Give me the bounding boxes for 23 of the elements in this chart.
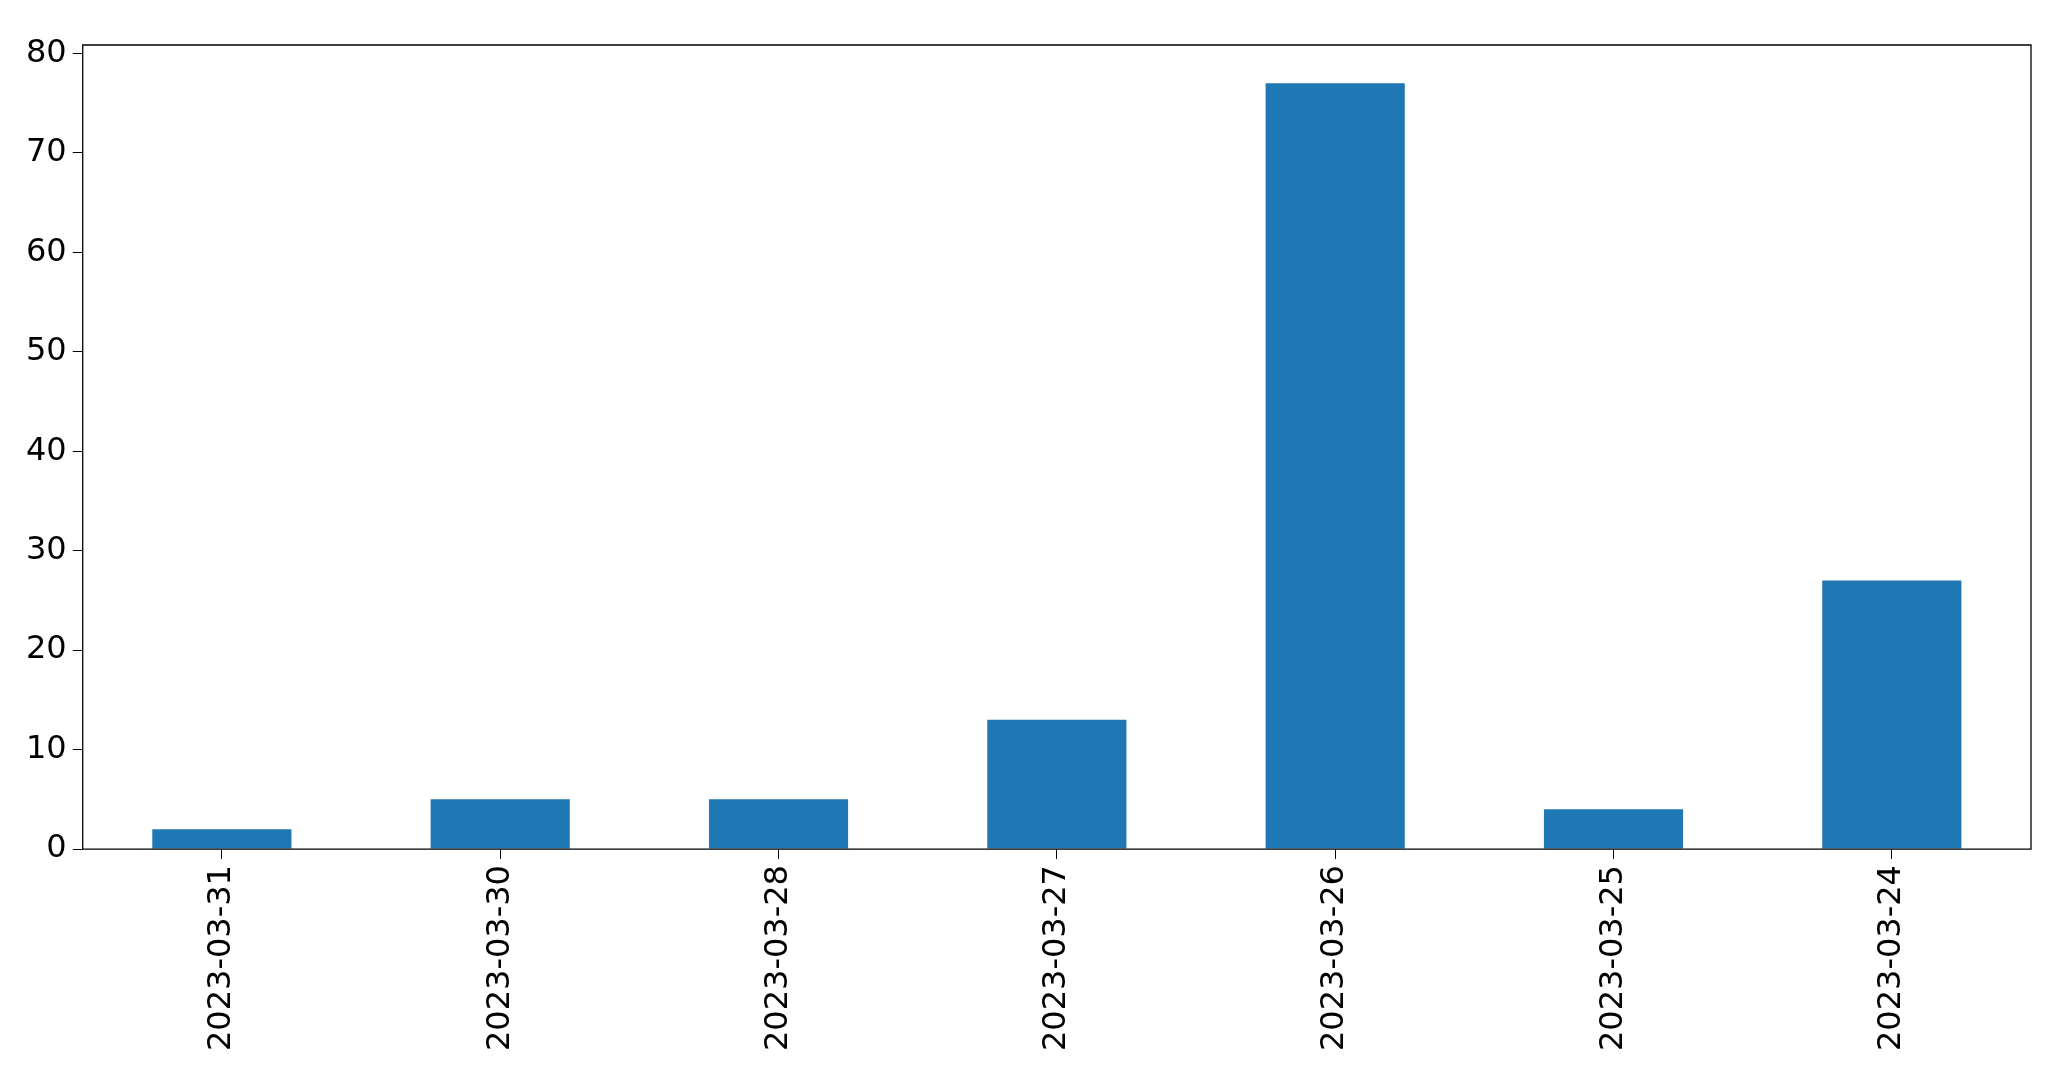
y-tick-label: 30 (26, 529, 67, 567)
bar (1822, 580, 1962, 849)
bar (987, 719, 1127, 849)
y-tick-label: 10 (26, 727, 67, 766)
y-tick-label: 60 (26, 230, 67, 269)
y-tick-label: 70 (26, 131, 67, 170)
x-tick-label: 2023-03-30 (478, 865, 517, 1051)
y-tick-label: 0 (46, 827, 67, 866)
y-tick-label: 50 (26, 330, 67, 369)
x-tick-label: 2023-03-31 (200, 865, 239, 1051)
x-tick-label: 2023-03-24 (1870, 865, 1909, 1051)
bar (708, 799, 849, 849)
y-tick-label: 80 (26, 31, 67, 70)
y-tick-label: 20 (26, 628, 67, 667)
x-tick-label: 2023-03-28 (756, 865, 795, 1051)
bar (430, 799, 570, 849)
x-tick-label: 2023-03-26 (1313, 865, 1352, 1051)
bar (1265, 83, 1405, 849)
x-tick-label: 2023-03-25 (1591, 865, 1630, 1051)
bar (1543, 809, 1684, 849)
bar (152, 829, 292, 849)
x-tick-label: 2023-03-27 (1035, 865, 1074, 1051)
y-tick-label: 40 (26, 429, 67, 468)
